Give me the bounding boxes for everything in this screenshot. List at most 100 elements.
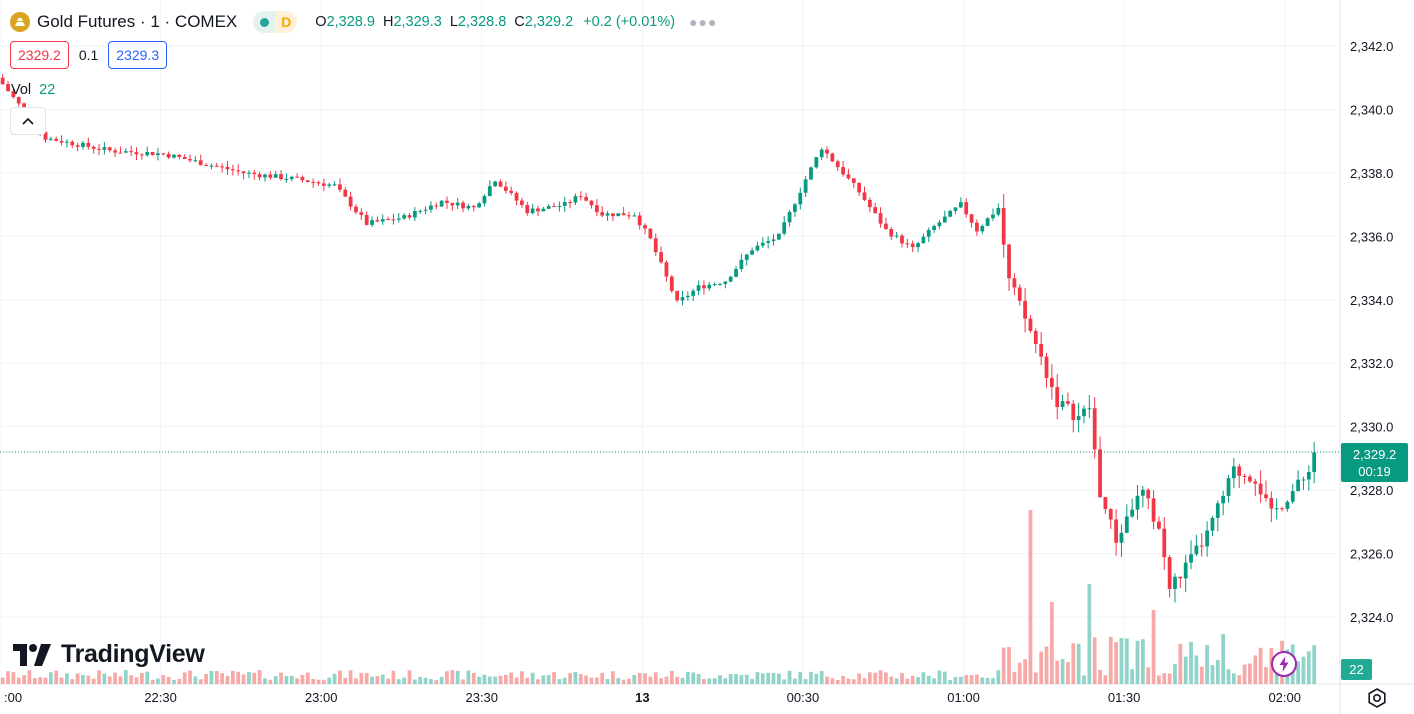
candle-body <box>653 238 658 253</box>
volume-bar <box>1296 661 1300 684</box>
price-tick-label: 2,328.0 <box>1350 483 1393 498</box>
candle-body <box>691 290 696 296</box>
volume-bar <box>873 672 878 684</box>
volume-bar <box>718 675 722 684</box>
volume-bar <box>750 678 754 684</box>
candle-body <box>54 138 59 141</box>
candle-body <box>1124 516 1129 533</box>
market-status-pill[interactable]: D <box>253 11 298 33</box>
time-axis[interactable]: :00 22:30 23:00 23:30 13 00:30 01:00 01:30 02:00 <box>4 690 1301 705</box>
candle-body <box>214 165 219 167</box>
volume-bar <box>980 677 985 684</box>
volume-bar <box>450 670 455 684</box>
candle-body <box>921 236 926 244</box>
candle-body <box>980 225 985 232</box>
volume-bar <box>321 679 326 684</box>
buy-button[interactable]: 2329.3 <box>108 41 168 69</box>
candle-body <box>300 177 305 181</box>
candle-body <box>702 285 706 289</box>
candle-body <box>1253 481 1258 484</box>
candle-body <box>1071 403 1076 421</box>
candle-body <box>766 240 771 243</box>
candle-body <box>584 196 589 201</box>
candle-body <box>172 154 176 158</box>
candle-body <box>627 215 631 217</box>
volume-bar <box>1098 669 1102 684</box>
symbol-title[interactable]: Gold Futures · 1 · COMEX <box>37 12 238 31</box>
volume-bar <box>1242 664 1247 684</box>
candle-body <box>461 202 465 209</box>
volume-bar <box>209 670 214 684</box>
candle-body <box>846 174 851 179</box>
volume-bar <box>139 673 144 684</box>
candle-body <box>1285 501 1290 509</box>
more-options-icon[interactable]: ●●● <box>689 14 718 30</box>
volume-bar <box>134 677 139 684</box>
lightning-button[interactable] <box>1270 650 1298 683</box>
volume-bar <box>1237 675 1242 684</box>
volume-bar <box>1033 672 1038 684</box>
candle-body <box>75 145 80 147</box>
candle-body <box>809 167 813 180</box>
candle-body <box>1135 495 1140 510</box>
volume-bar <box>605 679 610 684</box>
tradingview-logo[interactable]: TradingView <box>13 640 205 669</box>
volume-bar <box>1189 641 1193 684</box>
sell-button[interactable]: 2329.2 <box>10 41 69 69</box>
candle-body <box>81 142 85 147</box>
volume-bar <box>32 678 37 684</box>
volume-bar <box>236 671 241 684</box>
volume-bar <box>739 674 744 684</box>
candle-body <box>594 205 599 213</box>
volume-bar <box>1151 610 1156 684</box>
volume-bar <box>846 678 851 684</box>
candle-body <box>755 245 760 251</box>
candle-body <box>744 254 749 260</box>
candle-body <box>1189 554 1193 563</box>
volume-bar <box>996 670 1001 684</box>
volume-bar <box>841 675 845 684</box>
volume-bar <box>530 672 535 684</box>
volume-bar <box>857 673 862 684</box>
candle-body <box>760 242 765 246</box>
volume-bar <box>279 672 283 684</box>
chevron-up-icon <box>22 117 34 125</box>
candle-body <box>857 182 862 193</box>
candle-body <box>134 152 139 155</box>
candle-body <box>1087 408 1092 410</box>
candle-body <box>889 229 894 237</box>
volume-bar <box>632 675 637 684</box>
volume-bar <box>220 673 225 684</box>
candle-body <box>798 192 803 205</box>
candle-body <box>209 165 214 167</box>
last-price-value: 2,329.2 <box>1352 446 1397 462</box>
candle-body <box>1280 508 1284 510</box>
candle-body <box>305 180 310 182</box>
candle-body <box>637 215 642 226</box>
volume-label: Vol <box>11 82 32 98</box>
volume-bar <box>156 678 160 684</box>
candle-body <box>503 186 508 191</box>
volume-bar <box>1001 647 1006 684</box>
candle-body <box>530 208 535 214</box>
chart-settings-button[interactable] <box>1366 687 1388 714</box>
candle-body <box>1205 530 1209 547</box>
price-tick-label: 2,336.0 <box>1350 229 1393 244</box>
volume-bar <box>1092 637 1097 684</box>
price-tick-label: 2,326.0 <box>1350 547 1393 562</box>
collapse-legend-button[interactable] <box>10 107 46 135</box>
volume-bar <box>16 677 21 684</box>
price-axis[interactable]: 2,342.0 2,340.0 2,338.0 2,336.0 2,334.0 2,332… <box>1350 39 1393 625</box>
volume-bar <box>771 672 776 684</box>
candle-body <box>669 276 674 291</box>
candle-body <box>150 152 155 156</box>
candle-body <box>375 220 380 222</box>
candle-body <box>910 243 915 248</box>
volume-bar <box>1264 667 1268 684</box>
candle-body <box>958 202 963 208</box>
volume-bar <box>1146 667 1151 684</box>
volume-bar <box>1253 655 1258 684</box>
volume-bar <box>921 672 926 684</box>
volume-bar <box>380 674 385 684</box>
